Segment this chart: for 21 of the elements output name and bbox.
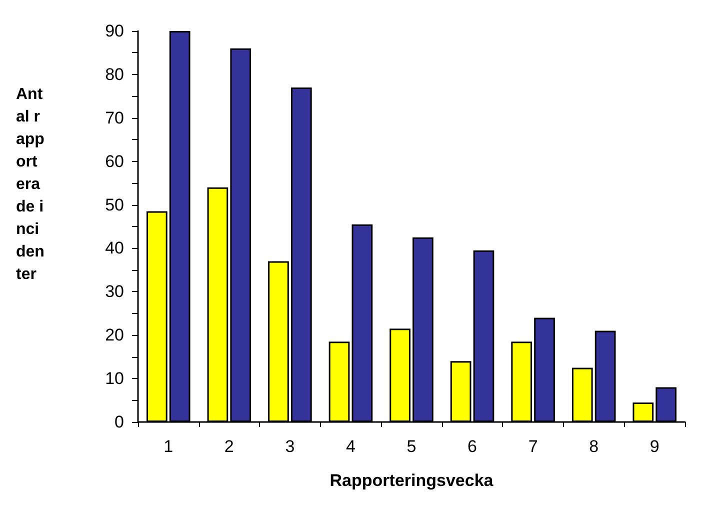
x-tick-label: 5 — [406, 437, 416, 456]
x-tick-label: 1 — [164, 437, 174, 456]
x-tick-label: 2 — [224, 437, 234, 456]
y-tick-label: 70 — [105, 108, 124, 128]
text: Antal rapporterade incidenter — [16, 86, 44, 283]
y-tick-label: 50 — [105, 195, 124, 214]
y-tick-label: 20 — [105, 326, 124, 345]
y-tick-label: 10 — [105, 369, 124, 388]
y-tick-label: 90 — [105, 22, 124, 40]
x-tick-label: 6 — [468, 437, 478, 456]
y-tick-label: 60 — [105, 152, 124, 171]
y-tick-label: 80 — [105, 64, 124, 84]
x-tick-label: 3 — [285, 437, 295, 456]
x-tick-label: 9 — [650, 437, 660, 456]
y-tick-label: 30 — [105, 282, 124, 302]
x-tick-label: 7 — [528, 437, 538, 456]
y-tick-label: 0 — [114, 412, 124, 432]
x-tick-label: 4 — [346, 437, 356, 456]
x-tick-label: 8 — [589, 437, 599, 456]
y-tick-label: 40 — [105, 238, 124, 258]
x-axis-title: Rapporteringsvecka — [330, 471, 494, 490]
